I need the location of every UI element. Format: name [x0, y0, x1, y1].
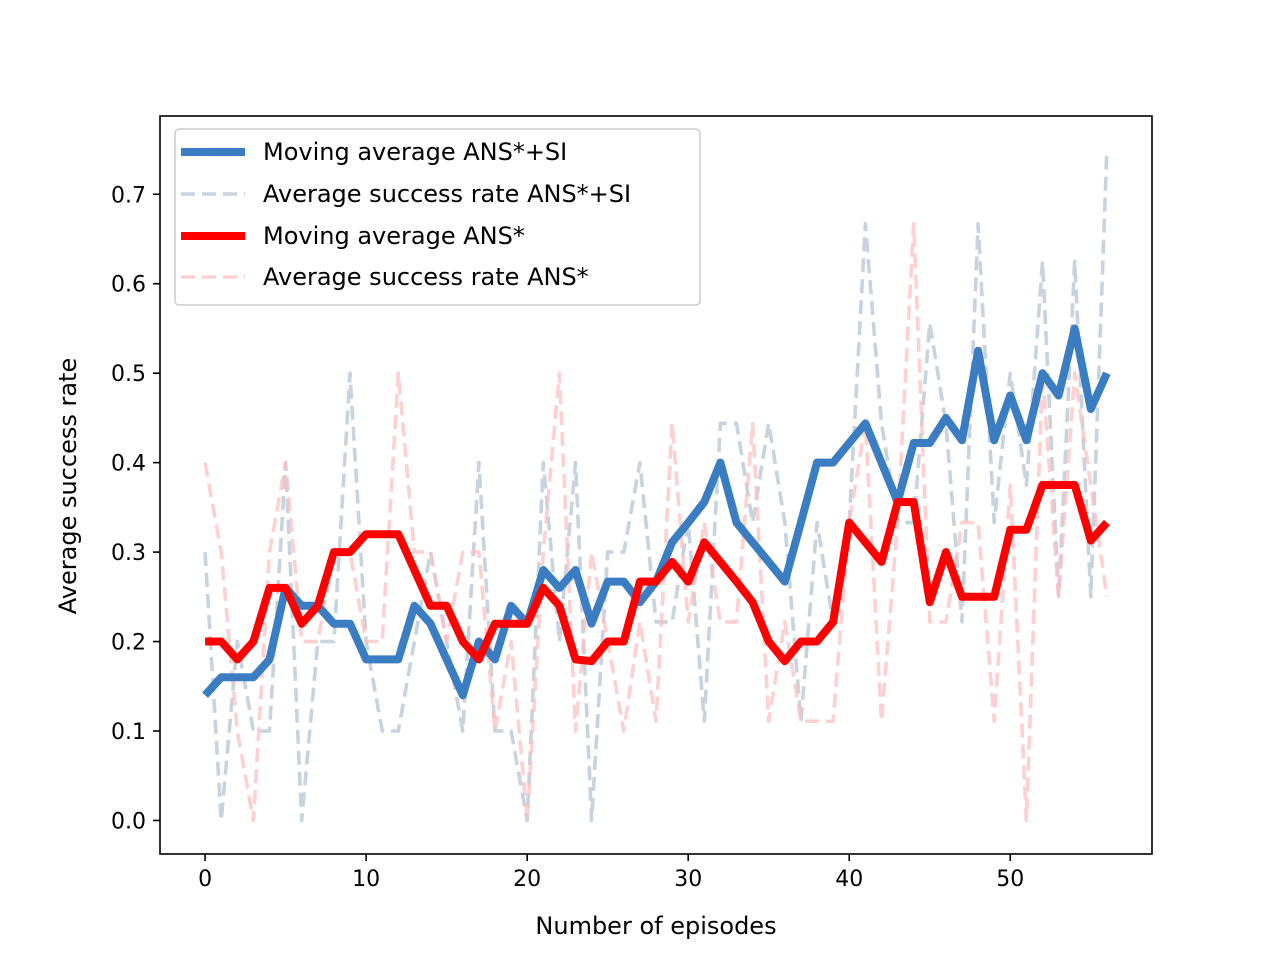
legend-label-ans-si-raw: Average success rate ANS*+SI — [263, 180, 631, 208]
y-tick-label: 0.1 — [111, 720, 146, 745]
x-tick-label: 50 — [996, 867, 1024, 892]
y-axis-ticks: 0.0 0.1 0.2 0.3 0.4 0.5 0.6 0.7 — [111, 183, 160, 834]
x-tick-label: 0 — [198, 867, 212, 892]
series-line-0 — [202, 324, 1111, 700]
x-tick-label: 40 — [835, 867, 863, 892]
x-tick-label: 30 — [674, 867, 702, 892]
y-tick-label: 0.2 — [111, 631, 146, 656]
x-tick-label: 10 — [352, 867, 380, 892]
legend-label-ans-moving: Moving average ANS* — [263, 222, 525, 250]
plot-series-layer — [202, 149, 1111, 823]
legend-label-ans-si-moving: Moving average ANS*+SI — [263, 138, 567, 166]
legend: Moving average ANS*+SI Average success r… — [174, 128, 701, 306]
y-tick-label: 0.4 — [111, 452, 146, 477]
legend-box — [174, 128, 701, 306]
y-tick-label: 0.7 — [111, 183, 146, 208]
y-tick-label: 0.5 — [111, 362, 146, 387]
legend-label-ans-raw: Average success rate ANS* — [263, 263, 589, 291]
y-axis-title: Average success rate — [54, 358, 82, 614]
x-axis-ticks: 0 10 20 30 40 50 — [198, 854, 1024, 892]
y-tick-label: 0.6 — [111, 273, 146, 298]
x-axis-title: Number of episodes — [535, 912, 776, 940]
series-line-3 — [203, 222, 1109, 823]
plot-frame — [159, 115, 1153, 855]
y-tick-label: 0.0 — [111, 809, 146, 834]
series-line-2 — [205, 481, 1110, 666]
y-tick-label: 0.3 — [111, 541, 146, 566]
x-tick-label: 20 — [513, 867, 541, 892]
